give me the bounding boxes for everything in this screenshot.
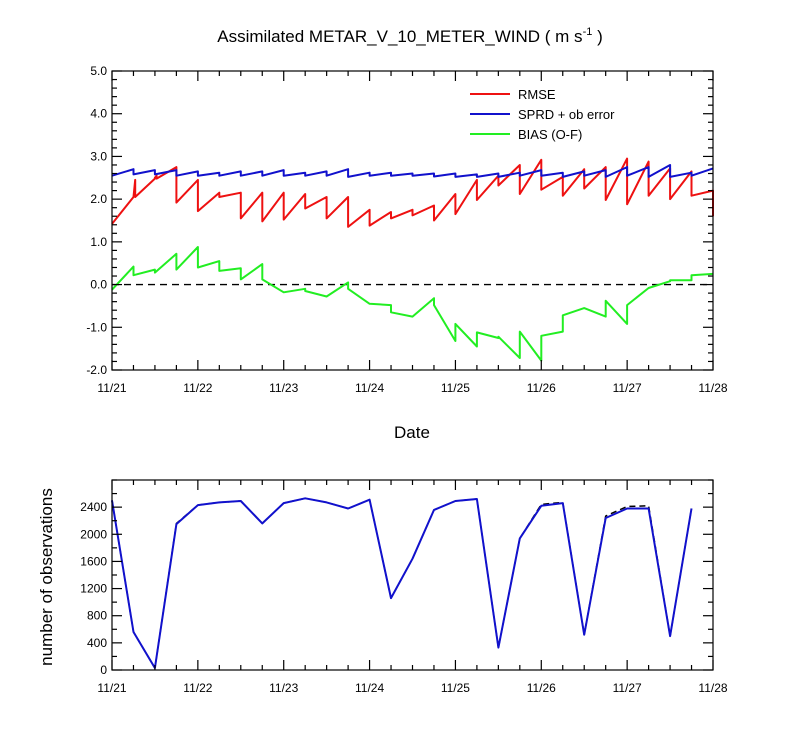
top-panel: -2.0-1.00.01.02.03.04.05.0 11/21 11/22 11/…: [86, 64, 728, 395]
y-tick-label: 800: [87, 609, 107, 623]
y-tick-label: 1200: [80, 582, 107, 596]
bottom-ticks: [111, 479, 714, 671]
x-tick-label: 11/25: [441, 681, 470, 695]
y-tick-label: 1600: [80, 554, 107, 568]
legend: RMSE SPRD + ob error BIAS (O-F): [470, 87, 615, 142]
y-tick-label: 2.0: [90, 192, 107, 206]
y-tick-label: 0: [100, 663, 107, 677]
y-tick-label: 3.0: [90, 149, 107, 163]
y-tick-label: 1.0: [90, 235, 107, 249]
y-tick-label: 5.0: [90, 64, 107, 78]
y-tick-label: 2000: [80, 527, 107, 541]
x-tick-label: 11/27: [613, 681, 642, 695]
bottom-series-lines: [111, 497, 693, 669]
bottom-y-tick-labels: 0 400 800 1200 1600 2000 2400: [80, 500, 107, 677]
rmse-line: [111, 157, 714, 228]
top-x-tick-labels: 11/21 11/22 11/23 11/24 11/25 11/26 11/27 11/28: [97, 381, 727, 395]
y-tick-label: 400: [87, 636, 107, 650]
bias-o-f--line: [111, 246, 714, 362]
x-tick-label: 11/26: [527, 381, 556, 395]
y-tick-label: 0.0: [90, 278, 107, 292]
x-tick-label: 11/23: [269, 381, 298, 395]
x-tick-label: 11/24: [355, 681, 384, 695]
x-tick-label: 11/22: [183, 681, 212, 695]
legend-label: SPRD + ob error: [518, 107, 615, 122]
x-tick-label: 11/27: [613, 381, 642, 395]
x-tick-label: 11/28: [698, 381, 727, 395]
top-plot-frame: [111, 70, 714, 371]
x-tick-label: 11/21: [97, 681, 126, 695]
sprd-ob-error-line: [111, 164, 714, 178]
x-tick-label: 11/24: [355, 381, 384, 395]
y-tick-label: 2400: [80, 500, 107, 514]
series-1-line: [111, 497, 693, 669]
bottom-y-axis-title: number of observations: [37, 488, 56, 666]
legend-label: RMSE: [518, 87, 556, 102]
x-tick-label: 11/22: [183, 381, 212, 395]
y-tick-label: 4.0: [90, 107, 107, 121]
y-tick-label: -2.0: [86, 363, 107, 377]
x-tick-label: 11/25: [441, 381, 470, 395]
top-ticks: [111, 70, 714, 371]
x-tick-label: 11/23: [269, 681, 298, 695]
x-tick-label: 11/28: [698, 681, 727, 695]
chart-title: Assimilated METAR_V_10_METER_WIND ( m s-…: [217, 26, 602, 46]
y-tick-label: -1.0: [86, 320, 107, 334]
legend-label: BIAS (O-F): [518, 127, 582, 142]
x-tick-label: 11/26: [527, 681, 556, 695]
top-y-tick-labels: -2.0 -1.0 0.0 1.0 2.0 3.0 4.0 5.0: [86, 64, 107, 377]
bottom-x-tick-labels: 11/21 11/22 11/23 11/24 11/25 11/26 11/27 11/28: [97, 681, 727, 695]
x-tick-label: 11/21: [97, 381, 126, 395]
top-x-axis-title: Date: [394, 423, 430, 442]
top-series-lines: [111, 157, 714, 362]
